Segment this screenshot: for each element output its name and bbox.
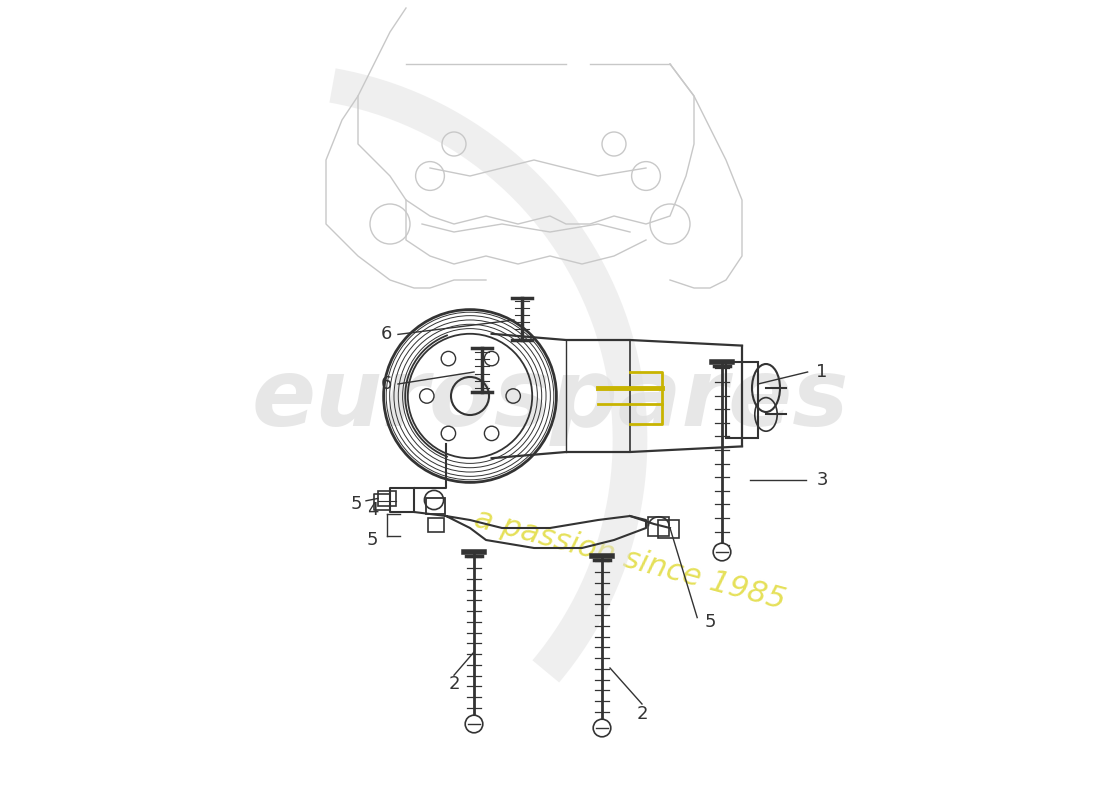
Bar <box>648 517 669 536</box>
Text: 1: 1 <box>816 363 827 381</box>
Bar <box>426 498 446 514</box>
Circle shape <box>713 543 730 561</box>
Text: 2: 2 <box>449 675 460 693</box>
Text: a passion since 1985: a passion since 1985 <box>471 505 789 615</box>
Bar <box>658 520 679 538</box>
Text: 2: 2 <box>636 705 648 722</box>
Bar <box>428 518 444 532</box>
Text: 5: 5 <box>351 495 362 513</box>
Text: 5: 5 <box>366 531 378 549</box>
Circle shape <box>465 715 483 733</box>
Text: 5: 5 <box>704 614 716 631</box>
Bar <box>378 491 396 506</box>
Circle shape <box>593 719 611 737</box>
Text: 6: 6 <box>381 326 392 343</box>
Text: eurospares: eurospares <box>251 354 849 446</box>
Bar <box>726 362 758 438</box>
Text: 4: 4 <box>366 501 378 518</box>
Text: 3: 3 <box>816 471 827 489</box>
Text: 6: 6 <box>381 375 392 393</box>
